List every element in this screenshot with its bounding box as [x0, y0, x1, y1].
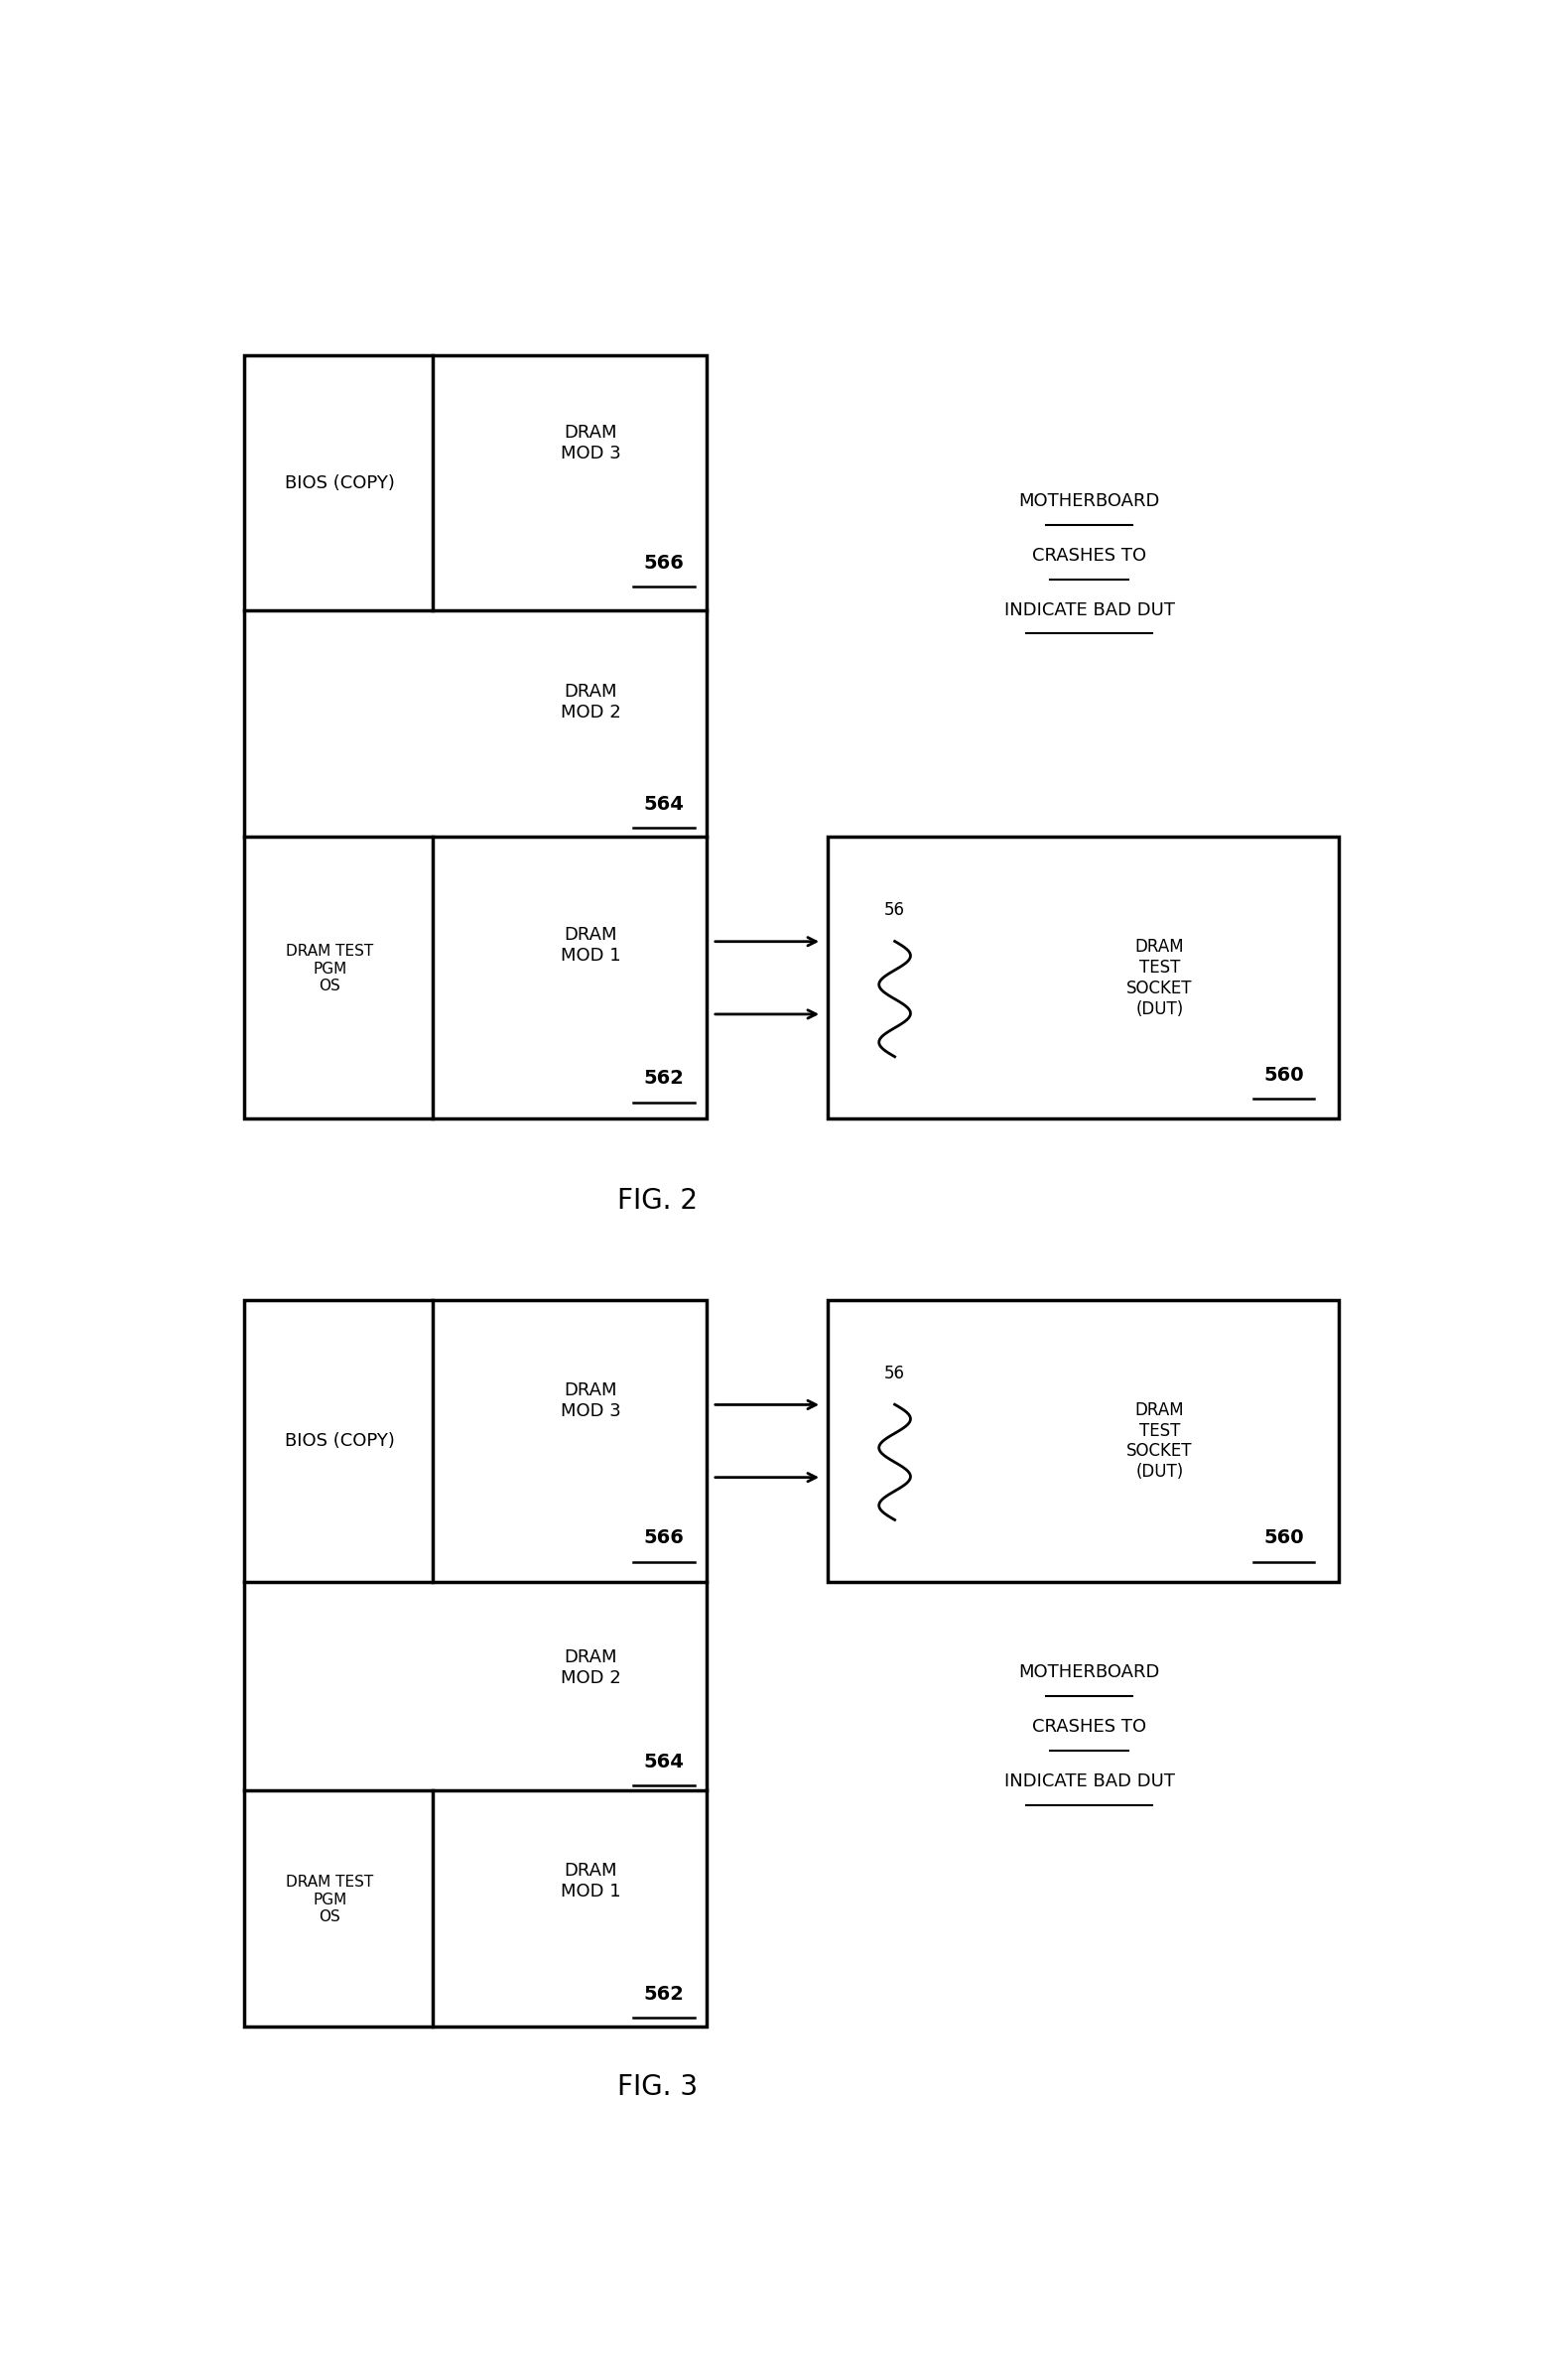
Text: FIG. 3: FIG. 3 — [618, 2074, 698, 2100]
Text: DRAM
MOD 3: DRAM MOD 3 — [561, 1382, 621, 1420]
Text: CRASHES TO: CRASHES TO — [1032, 1717, 1146, 1736]
Text: DRAM
MOD 1: DRAM MOD 1 — [561, 1861, 621, 1901]
Text: DRAM
MOD 3: DRAM MOD 3 — [561, 425, 621, 462]
Text: BIOS (COPY): BIOS (COPY) — [284, 1432, 395, 1451]
Text: 56: 56 — [884, 1364, 905, 1382]
Text: CRASHES TO: CRASHES TO — [1032, 547, 1146, 564]
Text: BIOS (COPY): BIOS (COPY) — [284, 474, 395, 491]
Text: INDICATE BAD DUT: INDICATE BAD DUT — [1004, 602, 1174, 618]
Text: 560: 560 — [1264, 1066, 1303, 1085]
Text: DRAM
MOD 1: DRAM MOD 1 — [561, 927, 621, 965]
Text: FIG. 2: FIG. 2 — [618, 1187, 698, 1215]
Text: 566: 566 — [643, 1529, 684, 1548]
Text: DRAM
MOD 2: DRAM MOD 2 — [561, 1649, 621, 1687]
FancyBboxPatch shape — [828, 1300, 1339, 1583]
FancyBboxPatch shape — [828, 837, 1339, 1118]
Text: 562: 562 — [643, 1069, 684, 1087]
Text: 566: 566 — [643, 554, 684, 573]
Text: DRAM
MOD 2: DRAM MOD 2 — [561, 682, 621, 722]
Text: DRAM TEST
PGM
OS: DRAM TEST PGM OS — [285, 1875, 373, 1925]
Text: 56: 56 — [884, 901, 905, 920]
Text: 560: 560 — [1264, 1529, 1303, 1548]
Text: DRAM
TEST
SOCKET
(DUT): DRAM TEST SOCKET (DUT) — [1127, 1401, 1193, 1481]
Text: MOTHERBOARD: MOTHERBOARD — [1019, 1663, 1160, 1682]
Text: DRAM TEST
PGM
OS: DRAM TEST PGM OS — [285, 944, 373, 993]
Text: 564: 564 — [643, 1753, 684, 1772]
FancyBboxPatch shape — [245, 1300, 706, 2026]
Text: 564: 564 — [643, 795, 684, 814]
Text: MOTHERBOARD: MOTHERBOARD — [1019, 493, 1160, 510]
FancyBboxPatch shape — [245, 356, 706, 1118]
Text: 562: 562 — [643, 1984, 684, 2003]
Text: DRAM
TEST
SOCKET
(DUT): DRAM TEST SOCKET (DUT) — [1127, 939, 1193, 1017]
Text: INDICATE BAD DUT: INDICATE BAD DUT — [1004, 1772, 1174, 1790]
